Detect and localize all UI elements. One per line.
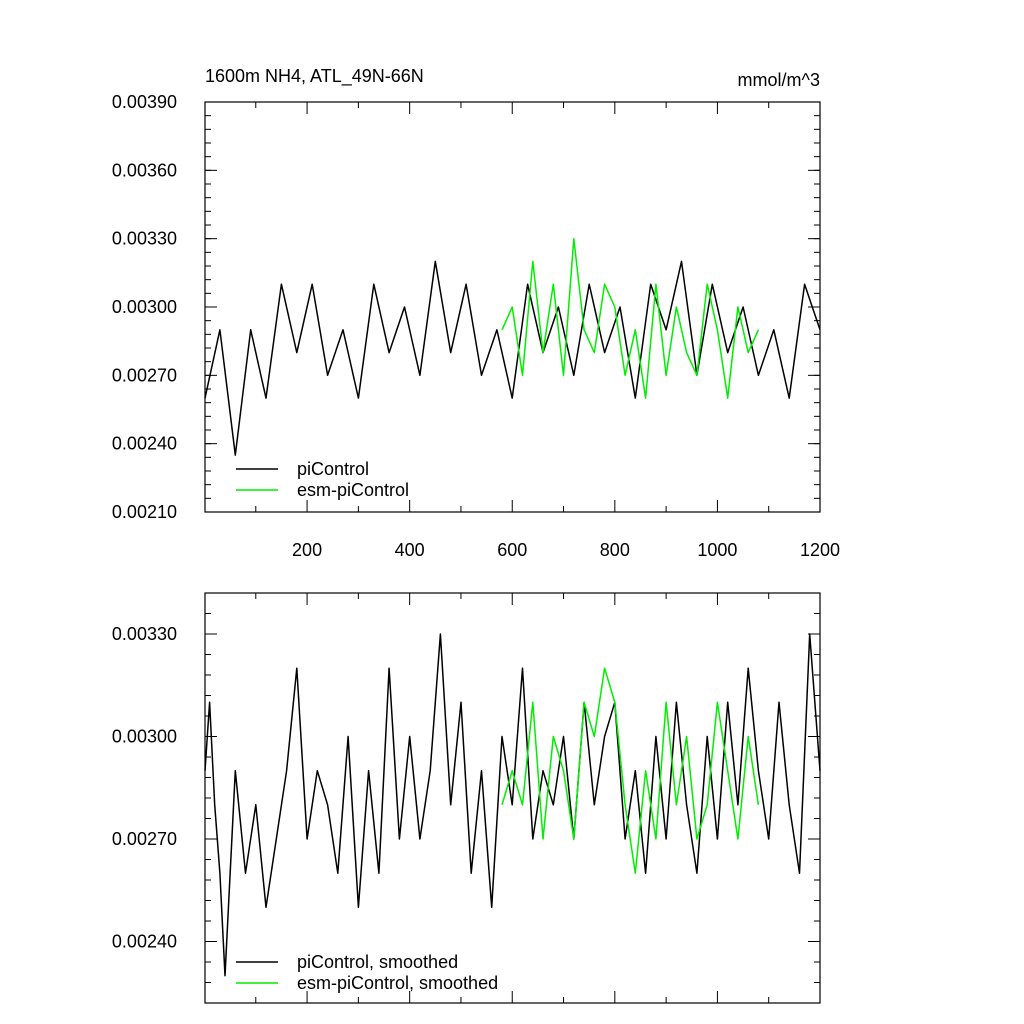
y-tick-label: 0.00330 — [112, 229, 177, 249]
series-line-picontrol — [204, 633, 821, 977]
x-tick-label: 400 — [395, 540, 425, 560]
top-panel: 1600m NH4, ATL_49N-66N mmol/m^3 0.002100… — [112, 66, 840, 560]
y-tick-label: 0.00240 — [112, 434, 177, 454]
top-y-ticks: 0.00210 0.00240 0.00270 0.00300 0.00330 0.003… — [112, 92, 820, 522]
x-tick-label: 200 — [292, 540, 322, 560]
bottom-legend: piControl, smoothed esm-piControl, smoot… — [236, 952, 498, 993]
y-tick-label: 0.00270 — [112, 365, 177, 385]
y-tick-label: 0.00330 — [112, 624, 177, 644]
series-line-esm-picontrol — [501, 667, 760, 874]
x-tick-label: 800 — [600, 540, 630, 560]
top-series — [204, 237, 821, 456]
bottom-legend-label-esm-picontrol: esm-piControl, smoothed — [297, 973, 498, 993]
series-line-picontrol — [204, 260, 821, 456]
y-tick-label: 0.00300 — [112, 297, 177, 317]
top-panel-title: 1600m NH4, ATL_49N-66N — [205, 66, 424, 87]
top-x-ticks: 200 400 600 800 1000 1200 — [255, 102, 840, 560]
top-legend: piControl esm-piControl — [236, 459, 409, 500]
bottom-legend-label-picontrol: piControl, smoothed — [297, 952, 458, 972]
bottom-panel: 0.00240 0.00270 0.00300 0.00330 piControl, … — [112, 592, 821, 1004]
y-tick-label: 0.00270 — [112, 829, 177, 849]
bottom-x-ticks — [255, 593, 821, 1003]
top-panel-units: mmol/m^3 — [738, 70, 820, 90]
x-tick-label: 1000 — [697, 540, 737, 560]
bottom-series — [204, 633, 821, 977]
top-legend-label-picontrol: piControl — [297, 459, 369, 479]
y-tick-label: 0.00360 — [112, 160, 177, 180]
y-tick-label: 0.00390 — [112, 92, 177, 112]
top-legend-label-esm-picontrol: esm-piControl — [297, 480, 409, 500]
y-tick-label: 0.00240 — [112, 932, 177, 952]
y-tick-label: 0.00210 — [112, 502, 177, 522]
x-tick-label: 1200 — [800, 540, 840, 560]
x-tick-label: 600 — [497, 540, 527, 560]
series-line-esm-picontrol — [501, 237, 760, 399]
y-tick-label: 0.00300 — [112, 727, 177, 747]
